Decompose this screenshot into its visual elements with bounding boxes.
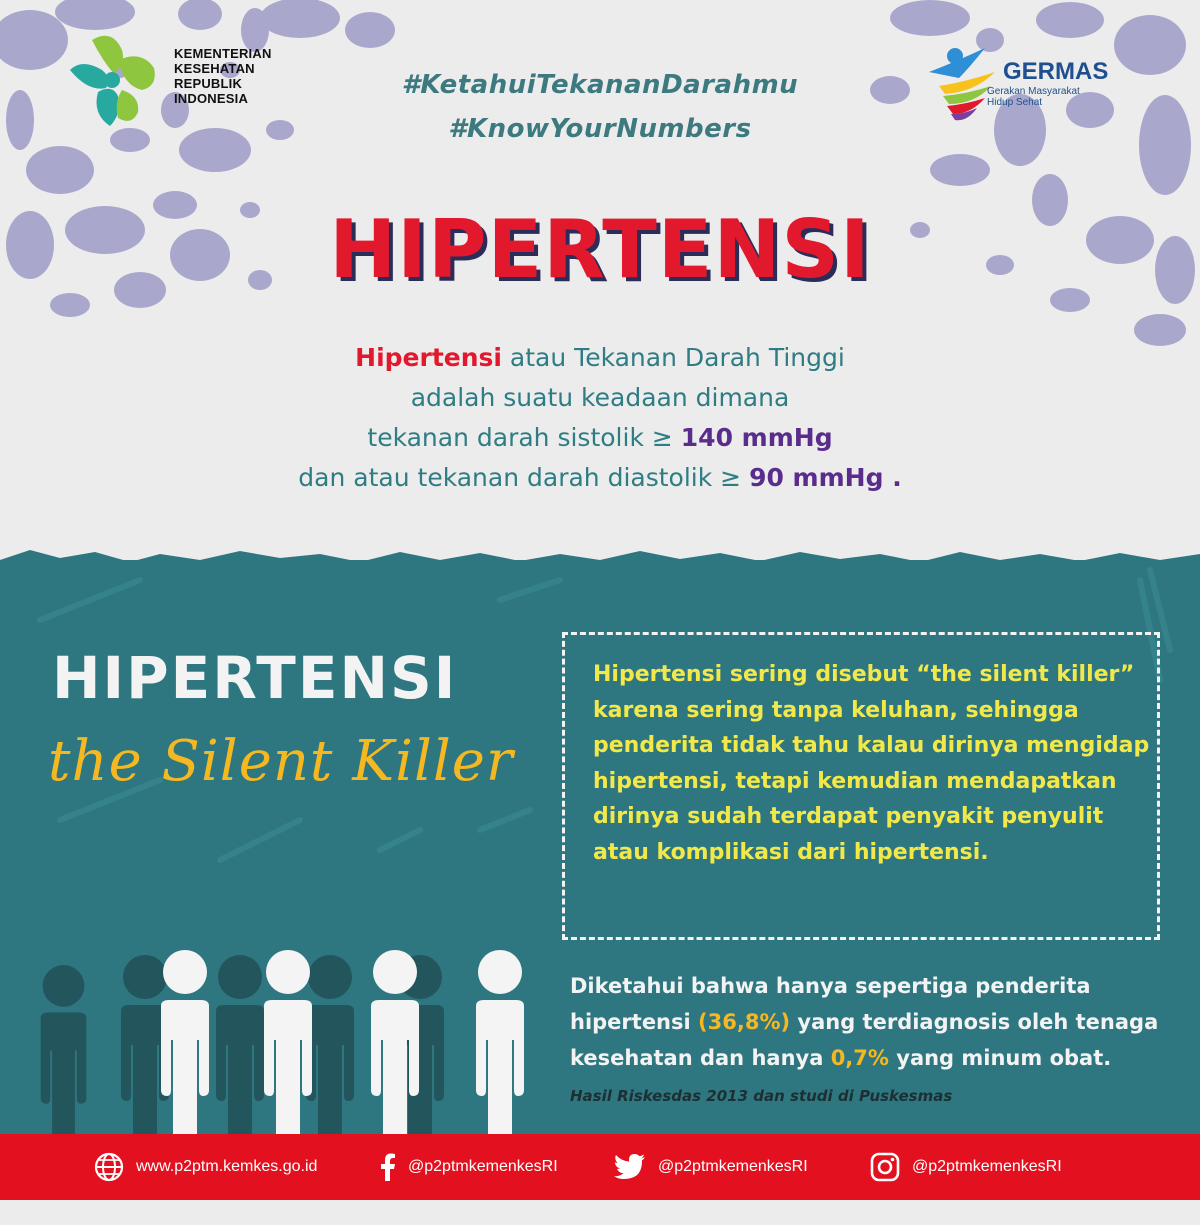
page-title: HIPERTENSI <box>329 203 871 296</box>
stat-line: kesehatan dan hanya 0,7% yang minum obat… <box>570 1040 1180 1076</box>
hashtag-know-blood-pressure: #KetahuiTekananDarahmu <box>401 70 799 100</box>
silent-killer-section <box>0 550 1200 1177</box>
kemenkes-line: REPUBLIK <box>174 76 243 91</box>
kemenkes-name: KEMENTERIAN KESEHATAN REPUBLIK INDONESIA <box>174 46 304 106</box>
footer-instagram-link[interactable]: @p2ptmkemenkesRI <box>870 1134 1062 1200</box>
torn-paper-edge <box>0 550 1200 588</box>
definition-line: tekanan darah sistolik ≥ 140 mmHg <box>150 418 1050 458</box>
facebook-icon <box>381 1153 395 1181</box>
definition-line: Hipertensi atau Tekanan Darah Tinggi <box>150 338 1050 378</box>
germas-figure-icon <box>929 48 995 121</box>
stat-line2-pre: hipertensi <box>570 1010 699 1034</box>
instagram-handle: @p2ptmkemenkesRI <box>912 1158 1062 1175</box>
stat-line3-pre: kesehatan dan hanya <box>570 1046 831 1070</box>
decorative-blobs-left <box>0 0 395 317</box>
person-figure-light <box>371 950 419 1172</box>
silent-killer-title: HIPERTENSI <box>52 644 458 712</box>
definition-term: Hipertensi <box>355 343 502 372</box>
germas-tagline: Gerakan Masyarakat Hidup Sehat <box>987 86 1080 108</box>
silent-killer-explanation-box: Hipertensi sering disebut “the silent ki… <box>562 632 1160 940</box>
person-figure-light <box>264 950 312 1172</box>
definition-line2: adalah suatu keadaan dimana <box>410 383 790 412</box>
definition-line1-rest: atau Tekanan Darah Tinggi <box>501 343 845 372</box>
definition-text: Hipertensi atau Tekanan Darah Tinggi ada… <box>150 338 1050 498</box>
diagnosed-percentage: (36,8%) <box>698 1010 791 1034</box>
decorative-blobs-right <box>870 0 1195 346</box>
stat-line: hipertensi (36,8%) yang terdiagnosis ole… <box>570 1004 1180 1040</box>
definition-line: dan atau tekanan darah diastolik ≥ 90 mm… <box>150 458 1050 498</box>
kemenkes-logo: KEMENTERIAN KESEHATAN REPUBLIK INDONESIA <box>62 30 292 130</box>
definition-line3-pre: tekanan darah sistolik ≥ <box>367 423 681 452</box>
footer-twitter-link[interactable]: @p2ptmkemenkesRI <box>614 1134 808 1200</box>
top-section: KEMENTERIAN KESEHATAN REPUBLIK INDONESIA… <box>0 0 1200 600</box>
kemenkes-emblem-icon <box>70 35 155 126</box>
stat-line2-post: yang terdiagnosis oleh tenaga <box>790 1010 1159 1034</box>
person-figure-light <box>476 950 524 1172</box>
facebook-handle: @p2ptmkemenkesRI <box>408 1158 558 1175</box>
footer-website-link[interactable]: www.p2ptm.kemkes.go.id <box>94 1134 317 1200</box>
decorative-streaks <box>37 567 1173 863</box>
kemenkes-line: INDONESIA <box>174 91 249 106</box>
footer: www.p2ptm.kemkes.go.id @p2ptmkemenkesRI … <box>0 1134 1200 1200</box>
definition-line4-post: . <box>883 463 902 492</box>
source-citation: Hasil Riskesdas 2013 dan studi di Puskes… <box>570 1087 953 1105</box>
twitter-handle: @p2ptmkemenkesRI <box>658 1158 808 1175</box>
instagram-icon <box>870 1152 900 1182</box>
medication-percentage: 0,7% <box>830 1046 889 1070</box>
twitter-icon <box>614 1154 645 1179</box>
kemenkes-line: KESEHATAN <box>174 61 255 76</box>
silent-killer-explanation: Hipertensi sering disebut “the silent ki… <box>593 662 1150 865</box>
systolic-value: 140 mmHg <box>680 423 833 452</box>
germas-name: GERMAS <box>1003 58 1109 85</box>
footer-facebook-link[interactable]: @p2ptmkemenkesRI <box>378 1134 558 1200</box>
stat-line3-post: yang minum obat. <box>888 1046 1112 1070</box>
hashtag-know-your-numbers: #KnowYourNumbers <box>448 114 752 144</box>
germas-logo: GERMAS Gerakan Masyarakat Hidup Sehat <box>925 42 1145 122</box>
website-url: www.p2ptm.kemkes.go.id <box>136 1158 318 1175</box>
statistics-text: Diketahui bahwa hanya sepertiga penderit… <box>570 968 1180 1076</box>
person-figure-light <box>161 950 209 1172</box>
globe-icon <box>94 1152 124 1182</box>
stat-line1: Diketahui bahwa hanya sepertiga penderit… <box>570 974 1091 998</box>
kemenkes-line: KEMENTERIAN <box>174 46 272 61</box>
silent-killer-subtitle: the Silent Killer <box>48 729 514 794</box>
diastolic-value: 90 mmHg <box>749 463 884 492</box>
definition-line4-pre: dan atau tekanan darah diastolik ≥ <box>298 463 750 492</box>
